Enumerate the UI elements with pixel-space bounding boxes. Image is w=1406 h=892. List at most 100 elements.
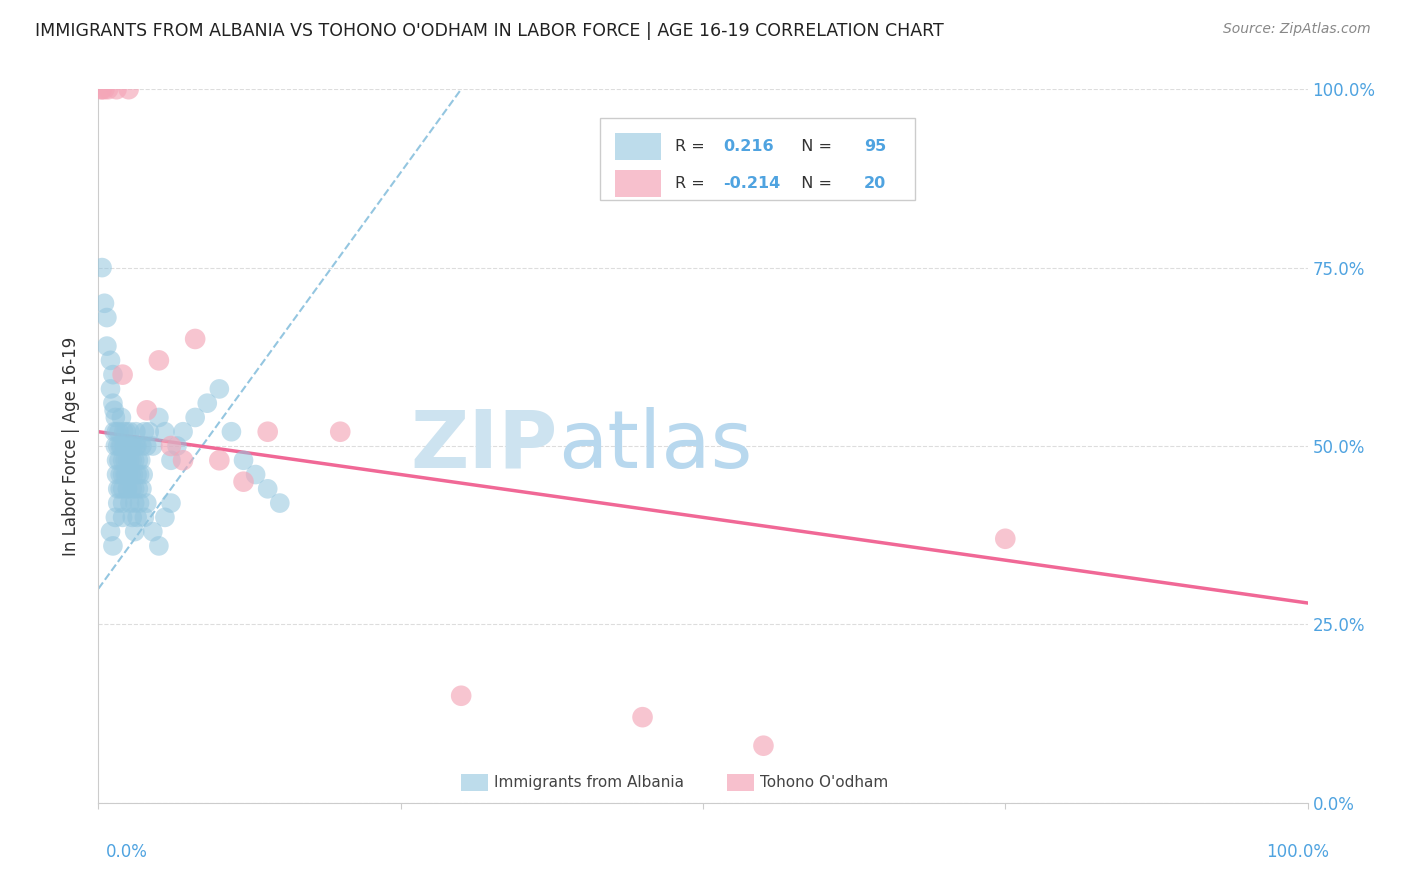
Point (752, 739, 775, 753)
Point (100, 382, 122, 396)
Point (221, 425, 243, 439)
Point (208, 382, 231, 396)
Point (184, 410, 207, 425)
Point (118, 425, 141, 439)
Point (184, 332, 207, 346)
Point (112, 425, 135, 439)
Point (110, 439, 132, 453)
Point (120, 467, 142, 482)
Point (96, 310, 118, 325)
Point (108, 482, 131, 496)
Point (114, 453, 136, 467)
Point (111, 496, 134, 510)
Point (108, 439, 131, 453)
Point (96, 339, 118, 353)
Point (122, 467, 145, 482)
Point (111, 453, 134, 467)
Point (160, 439, 183, 453)
Point (129, 453, 152, 467)
Point (148, 353, 170, 368)
Point (124, 524, 146, 539)
Point (160, 496, 183, 510)
Point (108, 467, 131, 482)
Point (105, 453, 128, 467)
Point (115, 425, 138, 439)
Text: ZIP: ZIP (411, 407, 558, 485)
Point (450, 689, 472, 703)
Point (127, 439, 149, 453)
Point (100, 353, 122, 368)
Point (111, 467, 134, 482)
Point (134, 425, 156, 439)
Point (128, 467, 150, 482)
Point (172, 453, 194, 467)
Point (108, 425, 131, 439)
Point (111, 368, 134, 382)
Point (142, 524, 165, 539)
Point (100, 524, 122, 539)
Point (118, 496, 141, 510)
Point (91, 82, 114, 96)
Point (256, 482, 278, 496)
Point (103, 403, 125, 417)
Point (118, 82, 141, 96)
Text: 95: 95 (863, 139, 886, 154)
Text: -0.214: -0.214 (724, 176, 780, 191)
Text: N =: N = (792, 139, 838, 154)
Point (93, 82, 115, 96)
Bar (461, 774, 488, 791)
Point (117, 482, 139, 496)
Point (117, 482, 139, 496)
Text: atlas: atlas (558, 407, 752, 485)
Point (114, 467, 136, 482)
Point (127, 467, 149, 482)
Point (107, 439, 129, 453)
Text: 0.0%: 0.0% (105, 843, 148, 861)
Point (127, 482, 149, 496)
Point (93, 296, 115, 310)
Point (121, 453, 143, 467)
Point (114, 439, 136, 453)
Point (110, 410, 132, 425)
Y-axis label: In Labor Force | Age 16-19: In Labor Force | Age 16-19 (62, 336, 80, 556)
Point (631, 710, 654, 724)
Point (101, 368, 124, 382)
Point (124, 453, 146, 467)
Point (142, 439, 165, 453)
Point (135, 496, 157, 510)
Point (153, 510, 176, 524)
Point (107, 482, 129, 496)
Point (105, 82, 128, 96)
Point (148, 410, 170, 425)
Point (131, 439, 153, 453)
Point (118, 467, 141, 482)
Point (122, 439, 145, 453)
Point (104, 510, 127, 524)
Point (104, 410, 127, 425)
Point (118, 453, 141, 467)
Point (127, 453, 149, 467)
Point (111, 510, 134, 524)
Point (120, 439, 142, 453)
Point (108, 453, 131, 467)
Point (124, 482, 146, 496)
Point (118, 439, 141, 453)
Text: N =: N = (792, 176, 838, 191)
Point (153, 425, 176, 439)
Point (195, 396, 218, 410)
Text: R =: R = (675, 139, 716, 154)
Bar (614, 169, 661, 197)
Point (101, 539, 124, 553)
Point (101, 396, 124, 410)
Point (131, 482, 153, 496)
Point (208, 453, 231, 467)
FancyBboxPatch shape (600, 118, 915, 200)
Point (105, 425, 128, 439)
Point (121, 482, 143, 496)
Text: Immigrants from Albania: Immigrants from Albania (494, 775, 683, 790)
Point (117, 453, 139, 467)
Point (91, 260, 114, 275)
Point (245, 467, 267, 482)
Point (111, 482, 134, 496)
Point (135, 439, 157, 453)
